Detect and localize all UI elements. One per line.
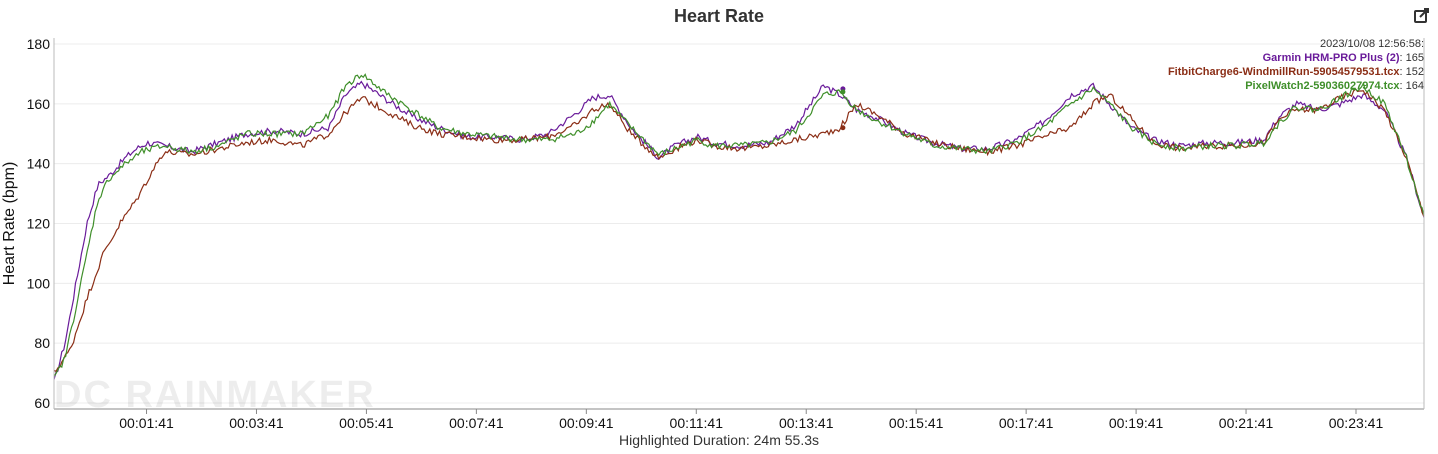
tooltip-series-name: FitbitCharge6-WindmillRun-59054579531.tc… xyxy=(1168,66,1400,78)
tooltip: 2023/10/08 12:56:58: Garmin HRM-PRO Plus… xyxy=(1168,38,1424,92)
x-tick-label: 00:01:41 xyxy=(119,415,174,431)
x-axis-ticks: 00:01:41 00:03:41 00:05:41 00:07:41 00:09:41… xyxy=(119,409,1383,431)
grid-lines xyxy=(54,43,1424,404)
y-axis-label: Heart Rate (bpm) xyxy=(1,162,18,286)
y-tick-label: 120 xyxy=(27,216,51,232)
tooltip-entry-1: FitbitCharge6-WindmillRun-59054579531.tc… xyxy=(1168,66,1424,78)
y-tick-label: 100 xyxy=(27,275,51,291)
x-tick-label: 00:07:41 xyxy=(449,415,504,431)
highlighted-duration: Highlighted Duration: 24m 55.3s xyxy=(619,432,819,448)
tooltip-series-value: : 164 xyxy=(1400,80,1424,92)
export-icon[interactable] xyxy=(1413,7,1431,25)
x-tick-label: 00:19:41 xyxy=(1109,415,1164,431)
series-line-0 xyxy=(53,80,1425,380)
series-line-2 xyxy=(53,73,1425,377)
series-line-1 xyxy=(53,88,1425,373)
x-tick-label: 00:09:41 xyxy=(559,415,614,431)
y-axis-ticks: 60 80 100 120 140 160 180 xyxy=(27,36,51,411)
x-tick-label: 00:21:41 xyxy=(1219,415,1274,431)
y-tick-label: 180 xyxy=(27,36,51,52)
tooltip-entry-0: Garmin HRM-PRO Plus (2): 165 xyxy=(1263,52,1424,64)
x-tick-label: 00:13:41 xyxy=(779,415,834,431)
x-tick-label: 00:11:41 xyxy=(670,415,724,431)
tooltip-series-name: PixelWatch2-59036027974.tcx xyxy=(1245,80,1400,92)
y-tick-label: 60 xyxy=(34,395,50,411)
tooltip-series-value: : 152 xyxy=(1400,66,1424,78)
chart-title: Heart Rate xyxy=(673,6,765,26)
x-tick-label: 00:17:41 xyxy=(999,415,1054,431)
series-lines xyxy=(53,73,1425,380)
x-tick-label: 00:15:41 xyxy=(889,415,944,431)
tooltip-series-value: : 165 xyxy=(1400,52,1424,64)
tooltip-series-name: Garmin HRM-PRO Plus (2) xyxy=(1263,52,1400,64)
x-tick-label: 00:05:41 xyxy=(339,415,394,431)
y-tick-label: 80 xyxy=(34,335,50,351)
y-tick-label: 160 xyxy=(27,96,51,112)
tooltip-markers xyxy=(840,86,846,131)
tooltip-marker-2 xyxy=(840,89,846,95)
tooltip-entry-2: PixelWatch2-59036027974.tcx: 164 xyxy=(1245,80,1424,92)
tooltip-marker-1 xyxy=(840,125,846,131)
x-tick-label: 00:03:41 xyxy=(229,415,284,431)
watermark: DC RAINMAKER xyxy=(54,374,376,416)
x-tick-label: 00:23:41 xyxy=(1329,415,1384,431)
tooltip-timestamp: 2023/10/08 12:56:58: xyxy=(1320,38,1424,50)
y-tick-label: 140 xyxy=(27,156,51,172)
